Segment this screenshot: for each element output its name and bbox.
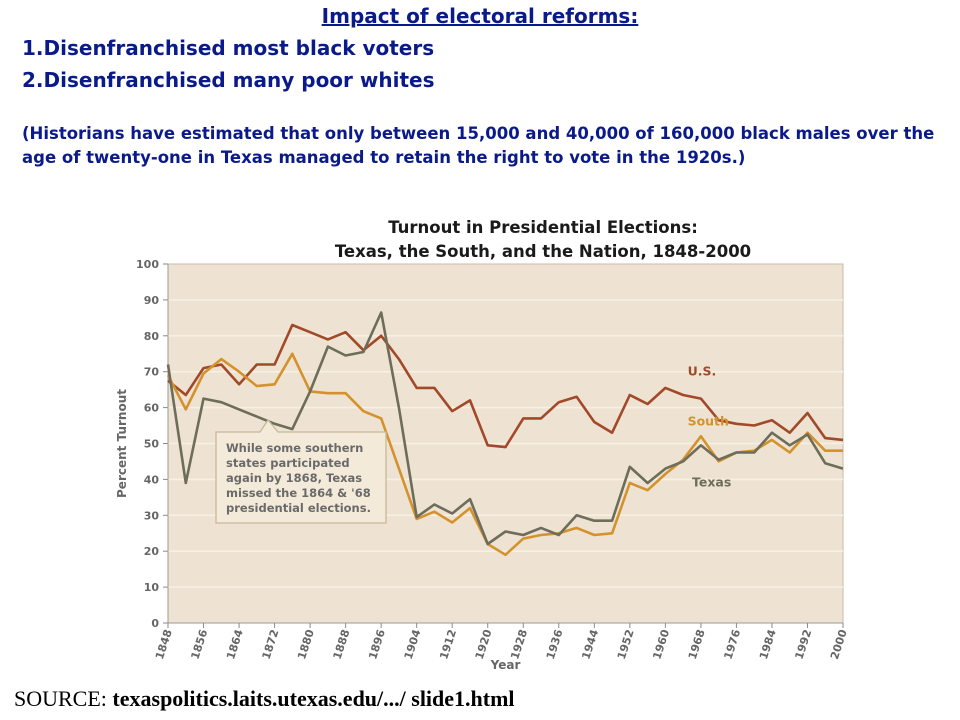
- x-tick-label-1848: 1848: [153, 628, 175, 661]
- slide-heading: Impact of electoral reforms:: [321, 4, 639, 28]
- reform-impact-1: 1.Disenfranchised most black voters: [22, 36, 435, 60]
- reform-impact-2: 2.Disenfranchised many poor whites: [22, 68, 435, 92]
- y-tick-label-30: 30: [144, 509, 160, 522]
- x-tick-label-1880: 1880: [295, 628, 317, 661]
- x-tick-label-1976: 1976: [721, 628, 743, 661]
- annotation-line-1: While some southern: [226, 441, 363, 455]
- series-line-texas: [166, 311, 844, 546]
- series-label-south: South: [688, 414, 729, 429]
- x-tick-label-1872: 1872: [260, 628, 282, 661]
- y-tick-label-70: 70: [144, 366, 160, 379]
- annotation-line-3: again by 1868, Texas: [226, 471, 362, 485]
- turnout-line-chart: 0 10 20 30 40 50 60 70 80 90 100 1848 1856 1864 1872 18…: [115, 258, 850, 672]
- x-tick-label-1992: 1992: [792, 628, 814, 661]
- x-tick-label-1944: 1944: [579, 628, 601, 661]
- x-tick-label-1960: 1960: [650, 628, 672, 661]
- chart-title: Turnout in Presidential Elections:: [388, 218, 698, 237]
- series-label-texas: Texas: [692, 475, 731, 490]
- x-tick-label-1896: 1896: [366, 628, 388, 661]
- x-tick-label-1984: 1984: [757, 628, 779, 661]
- x-tick-label-1864: 1864: [224, 628, 246, 661]
- source-url: texaspolitics.laits.utexas.edu/.../ slid…: [112, 686, 515, 711]
- y-tick-label-20: 20: [144, 545, 160, 558]
- annotation-callout-box: [215, 418, 387, 524]
- x-tick-label-1888: 1888: [331, 628, 353, 661]
- x-tick-label-1912: 1912: [437, 628, 459, 661]
- y-tick-label-0: 0: [151, 617, 159, 630]
- x-tick-label-1856: 1856: [189, 628, 211, 661]
- y-axis-label: Percent Turnout: [115, 389, 129, 498]
- x-tick-label-1952: 1952: [615, 628, 637, 661]
- y-tick-label-40: 40: [144, 473, 160, 486]
- x-tick-label-1904: 1904: [402, 628, 424, 661]
- annotation-line-4: missed the 1864 & '68: [226, 486, 371, 500]
- y-tick-label-100: 100: [136, 258, 159, 271]
- x-tick-label-1936: 1936: [544, 628, 566, 661]
- chart-subtitle: Texas, the South, and the Nation, 1848-2…: [334, 242, 752, 261]
- series-line-us: [167, 323, 844, 449]
- y-tick-label-90: 90: [144, 294, 160, 307]
- y-tick-label-50: 50: [144, 438, 160, 451]
- series-label-us: U.S.: [688, 363, 717, 378]
- x-tick-label-1928: 1928: [508, 628, 530, 661]
- x-tick-label-1920: 1920: [473, 628, 495, 661]
- x-axis-label: Year: [490, 658, 521, 672]
- historian-note: (Historians have estimated that only bet…: [22, 124, 935, 167]
- annotation-line-2: states participated: [226, 456, 350, 470]
- y-tick-label-60: 60: [144, 402, 160, 415]
- x-tick-label-2000: 2000: [828, 628, 850, 661]
- source-prefix: SOURCE:: [14, 686, 113, 711]
- y-tick-label-80: 80: [144, 330, 160, 343]
- annotation-line-5: presidential elections.: [226, 501, 371, 515]
- y-tick-label-10: 10: [144, 581, 160, 594]
- source-citation: SOURCE: texaspolitics.laits.utexas.edu/.…: [14, 686, 515, 712]
- x-tick-label-1968: 1968: [686, 628, 708, 661]
